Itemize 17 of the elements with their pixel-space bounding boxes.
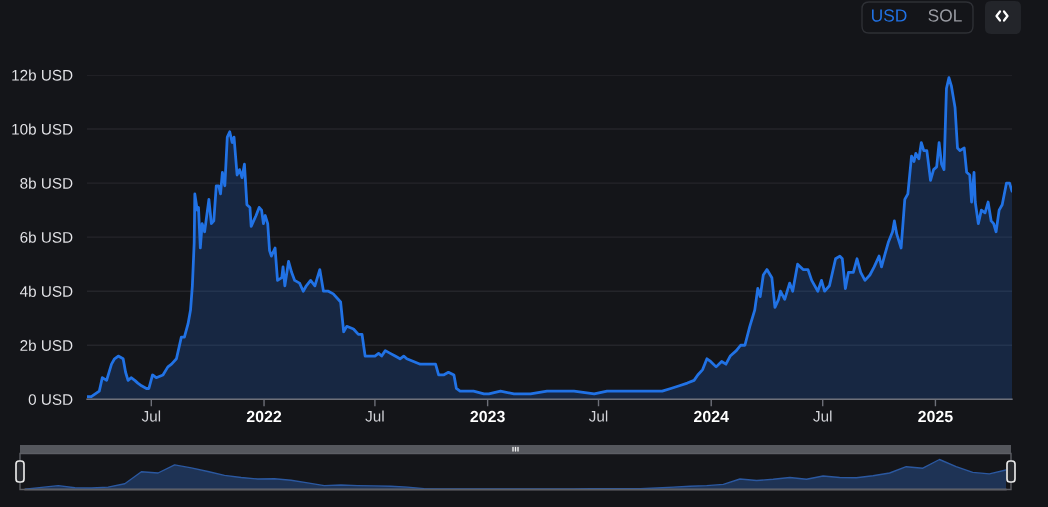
y-tick-label: 12b USD [12,69,73,81]
y-tick-label: 6b USD [20,231,73,243]
x-tick-label: 2024 [694,410,729,423]
text: USD [872,9,907,22]
y-tick-label: 0 USD [28,394,73,405]
y-tick-label: 2b USD [20,339,73,351]
text: SOL [928,9,962,22]
x-tick-label: Jul [588,410,608,422]
y-tick-label: 10b USD [12,123,73,135]
y-tick-label: 8b USD [20,177,73,189]
x-tick-label: Jul [141,410,161,422]
x-tick-label: Jul [813,410,832,422]
y-tick-label: 4b USD [19,285,73,297]
x-tick-label: 2023 [470,410,505,423]
x-tick-label: 2022 [246,410,282,423]
x-tick-label: Jul [365,410,384,422]
x-tick-label: 2025 [918,410,953,423]
